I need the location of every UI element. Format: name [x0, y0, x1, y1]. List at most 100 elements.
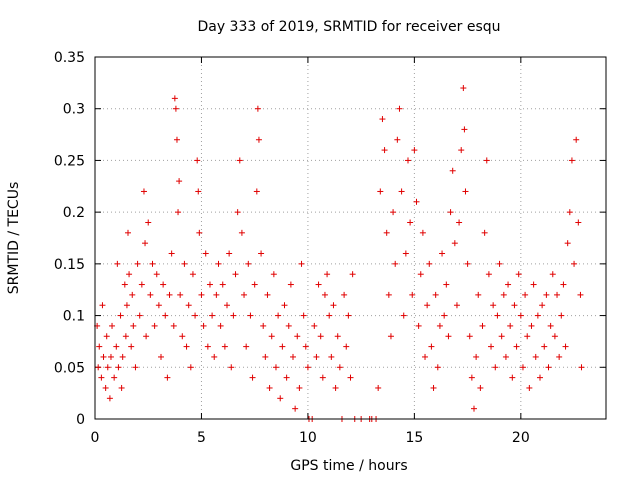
data-point	[522, 291, 529, 298]
data-point	[496, 260, 503, 267]
data-point	[564, 240, 571, 247]
data-point	[464, 260, 471, 267]
data-point	[456, 219, 463, 226]
data-point	[179, 333, 186, 340]
data-point	[558, 312, 565, 319]
data-point	[298, 260, 305, 267]
data-point	[202, 250, 209, 257]
y-tick-label: 0.1	[63, 309, 85, 325]
data-point	[107, 353, 114, 360]
data-point	[102, 384, 109, 391]
data-point	[349, 271, 356, 278]
data-point	[577, 291, 584, 298]
data-point	[578, 364, 585, 371]
data-point	[142, 240, 149, 247]
data-point	[95, 364, 102, 371]
data-point	[104, 364, 111, 371]
data-point	[466, 333, 473, 340]
data-point	[118, 384, 125, 391]
data-point	[106, 395, 113, 402]
data-point	[204, 343, 211, 350]
data-point	[164, 374, 171, 381]
data-point	[319, 374, 326, 381]
data-point	[304, 364, 311, 371]
data-point	[462, 188, 469, 195]
data-point	[176, 178, 183, 185]
data-point	[460, 85, 467, 92]
x-tick-labels: 0 5 10 15 20	[91, 430, 530, 446]
data-point	[302, 343, 309, 350]
data-point	[556, 353, 563, 360]
data-point	[560, 281, 567, 288]
data-point	[221, 343, 228, 350]
grid	[95, 57, 606, 419]
data-point	[483, 157, 490, 164]
data-point	[175, 209, 182, 216]
data-point	[181, 260, 188, 267]
data-point	[445, 333, 452, 340]
data-point	[170, 322, 177, 329]
data-point	[96, 343, 103, 350]
data-point	[254, 105, 261, 112]
y-axis-label: SRMTID / TECUs	[6, 182, 22, 295]
data-point	[192, 312, 199, 319]
data-point	[125, 229, 132, 236]
data-point	[281, 302, 288, 309]
data-point	[392, 260, 399, 267]
data-point	[153, 271, 160, 278]
data-point	[341, 291, 348, 298]
data-point	[404, 157, 411, 164]
data-point	[241, 291, 248, 298]
data-point	[441, 312, 448, 319]
data-point	[394, 136, 401, 143]
data-point	[230, 312, 237, 319]
data-point	[407, 219, 414, 226]
data-point	[390, 209, 397, 216]
data-point	[294, 333, 301, 340]
data-point	[147, 291, 154, 298]
data-point	[130, 322, 137, 329]
data-point	[129, 291, 136, 298]
data-point	[264, 291, 271, 298]
y-tick-label: 0.25	[54, 153, 85, 169]
data-point	[185, 302, 192, 309]
data-point	[562, 343, 569, 350]
data-point	[283, 374, 290, 381]
data-point	[490, 302, 497, 309]
data-point	[524, 333, 531, 340]
data-point	[171, 95, 178, 102]
data-point	[287, 281, 294, 288]
data-point	[111, 374, 118, 381]
chart-title: Day 333 of 2019, SRMTID for receiver esq…	[197, 19, 500, 35]
data-point	[347, 374, 354, 381]
data-point	[234, 209, 241, 216]
data-point	[195, 188, 202, 195]
data-point	[387, 333, 394, 340]
data-point	[507, 322, 514, 329]
data-point	[539, 302, 546, 309]
data-point	[128, 343, 135, 350]
data-point	[292, 405, 299, 412]
y-tick-label: 0.05	[54, 360, 85, 376]
data-point	[470, 405, 477, 412]
data-point	[213, 291, 220, 298]
data-point	[477, 384, 484, 391]
data-point	[400, 312, 407, 319]
data-point	[375, 384, 382, 391]
data-point	[485, 271, 492, 278]
data-point	[551, 333, 558, 340]
data-point	[255, 136, 262, 143]
data-point	[258, 250, 265, 257]
data-point	[379, 116, 386, 123]
data-point	[145, 219, 152, 226]
data-point	[449, 167, 456, 174]
data-point	[396, 105, 403, 112]
data-point	[488, 343, 495, 350]
data-point	[194, 157, 201, 164]
x-tick-label: 15	[405, 430, 423, 446]
data-point	[439, 250, 446, 257]
data-point	[103, 333, 110, 340]
data-point	[149, 260, 156, 267]
data-point	[251, 281, 258, 288]
